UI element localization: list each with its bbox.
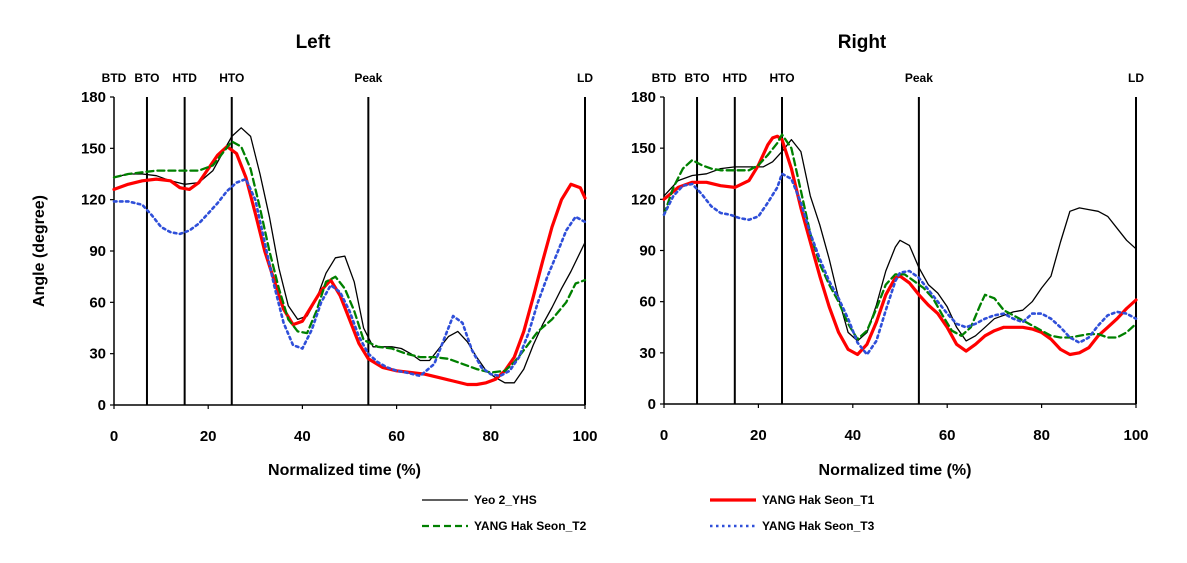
series-line-2 — [662, 134, 1138, 357]
chart-title: Left — [296, 32, 332, 53]
legend: Yeo 2_YHS YANG Hak Seon_T1 YANG Hak Seon_T… — [422, 493, 875, 533]
event-label: Peak — [905, 71, 933, 85]
y-axis-label: Angle (degree) — [31, 195, 48, 307]
series-line-3 — [112, 140, 587, 374]
x-tick-label: 0 — [110, 428, 118, 445]
x-tick-label: 40 — [294, 428, 311, 445]
x-axis-label: Normalized time (%) — [268, 462, 421, 479]
series-line-2 — [112, 145, 587, 387]
y-tick-label: 0 — [648, 396, 656, 413]
x-tick-label: 100 — [1123, 427, 1148, 444]
event-label: BTO — [684, 71, 709, 85]
y-tick-label: 90 — [89, 243, 106, 260]
x-axis-label: Normalized time (%) — [819, 462, 972, 479]
x-tick-label: 80 — [1033, 427, 1050, 444]
legend-label: Yeo 2_YHS — [474, 493, 537, 507]
event-label: BTD — [102, 71, 127, 85]
legend-label: YANG Hak Seon_T1 — [762, 493, 875, 507]
chart-panel-right: Right BTD BTO HTD HTO Peak LD 0 30 60 90 120 150 180 0… — [631, 32, 1149, 479]
x-tick-label: 80 — [482, 428, 499, 445]
x-tick-label: 100 — [572, 428, 597, 445]
x-tick-label: 40 — [844, 427, 861, 444]
event-label: Peak — [354, 71, 382, 85]
x-tick-label: 0 — [660, 427, 668, 444]
y-tick-label: 120 — [81, 192, 106, 209]
y-tick-label: 180 — [81, 89, 106, 106]
series-line-1 — [663, 138, 1137, 342]
x-tick-label: 60 — [388, 428, 405, 445]
y-tick-label: 180 — [631, 89, 656, 106]
y-tick-label: 120 — [631, 191, 656, 208]
y-tick-label: 0 — [98, 397, 106, 414]
event-label: BTO — [134, 71, 159, 85]
event-label: HTD — [172, 71, 197, 85]
series-line-3 — [662, 133, 1138, 341]
series-line-1 — [113, 127, 586, 384]
series-line-4 — [112, 177, 587, 378]
legend-label: YANG Hak Seon_T3 — [762, 519, 875, 533]
y-tick-label: 30 — [639, 345, 656, 362]
y-tick-label: 90 — [639, 243, 656, 260]
event-label: BTD — [652, 71, 677, 85]
x-tick-label: 60 — [939, 427, 956, 444]
event-label: LD — [1128, 71, 1144, 85]
y-tick-label: 30 — [89, 346, 106, 363]
y-tick-label: 150 — [631, 140, 656, 157]
legend-label: YANG Hak Seon_T2 — [474, 519, 587, 533]
event-label: LD — [577, 71, 593, 85]
series-line-4 — [662, 172, 1138, 356]
chart-panel-left: Left BTD BTO HTD HTO Peak LD 0 30 60 90 120 150 180 0 2… — [31, 32, 598, 479]
x-tick-label: 20 — [200, 428, 217, 445]
y-tick-label: 60 — [89, 294, 106, 311]
y-tick-label: 60 — [639, 294, 656, 311]
y-tick-label: 150 — [81, 140, 106, 157]
chart-title: Right — [838, 32, 887, 53]
x-tick-label: 20 — [750, 427, 767, 444]
event-label: HTD — [722, 71, 747, 85]
event-label: HTO — [219, 71, 244, 85]
event-label: HTO — [769, 71, 794, 85]
